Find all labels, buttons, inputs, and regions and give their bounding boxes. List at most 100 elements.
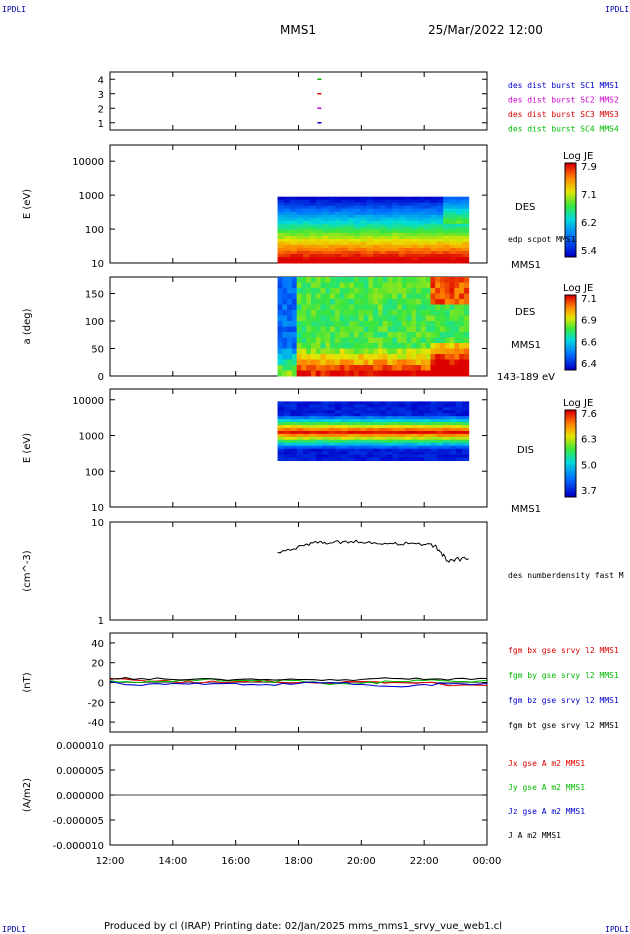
des-pitch-cell (282, 315, 288, 322)
des-pitch-cell (334, 304, 341, 311)
dis-energy-cell (462, 430, 470, 435)
colorbar-cell (565, 188, 576, 192)
des-energy-cell (411, 238, 419, 243)
des-energy-cell (385, 259, 393, 264)
dis-energy-cell (366, 433, 374, 438)
des-pitch-cell (387, 288, 393, 294)
colorbar-cell (565, 340, 576, 343)
dis-energy-cell (392, 436, 400, 441)
dis-energy-y-tick-label: 10000 (72, 396, 104, 407)
des-pitch-cell (301, 359, 307, 366)
colorbar-tick-label: 6.3 (581, 435, 597, 446)
des-pitch-cell (358, 337, 365, 344)
dis-energy-cell (334, 430, 342, 435)
des-energy-cell (341, 220, 349, 225)
dis-energy-cell (417, 430, 425, 435)
des-pitch-cell (454, 321, 460, 327)
des-pitch-cell (420, 343, 427, 349)
dis-energy-cell (379, 410, 387, 414)
dis-energy-cell (277, 430, 285, 435)
colorbar-cell (565, 177, 576, 180)
des-pitch-cell (459, 315, 465, 322)
des-energy-cell (411, 229, 419, 234)
des-pitch-cell (397, 348, 403, 355)
des-pitch-cell (463, 354, 470, 360)
x-tick-label: 14:00 (158, 856, 187, 867)
dis-energy-cell (354, 410, 361, 414)
des-pitch-cell (330, 321, 336, 327)
des-pitch-cell (397, 359, 403, 366)
des-pitch-cell (277, 277, 283, 283)
dis-energy-cell (430, 416, 438, 420)
dis-energy-y-tick-label: 100 (85, 467, 104, 478)
des-pitch-cell (325, 293, 331, 300)
des-pitch-cell (358, 332, 365, 338)
dis-energy-cell (360, 422, 368, 426)
des-energy-cell (379, 199, 387, 204)
des-energy-cell (322, 244, 330, 249)
colorbar-cell (565, 412, 576, 415)
des-energy-cell (411, 247, 419, 252)
des-pitch-cell (444, 293, 451, 300)
dis-energy-cell (455, 401, 463, 405)
des-pitch-cell (311, 310, 317, 316)
des-pitch-cell (444, 315, 451, 322)
des-energy-cell (436, 229, 444, 234)
des-energy-cell (436, 202, 444, 207)
dis-energy-cell (411, 442, 419, 447)
dis-energy-cell (277, 433, 285, 438)
des-pitch-cell (311, 315, 317, 322)
dis-energy-cell (283, 454, 291, 459)
dis-energy-cell (341, 457, 349, 461)
des-energy-cell (277, 253, 285, 258)
des-pitch-cell (311, 326, 317, 333)
dis-energy-cell (341, 407, 349, 411)
des-pitch-cell (387, 299, 393, 305)
dis-energy-cell (347, 419, 355, 423)
des-pitch-cell (287, 359, 293, 366)
des-energy-cell (303, 250, 310, 255)
des-pitch-cell (349, 315, 355, 322)
des-pitch-cell (287, 343, 293, 349)
des-pitch-cell (382, 332, 388, 338)
des-pitch-cell (449, 354, 455, 360)
dis-energy-cell (277, 410, 285, 414)
des-pitch-cell (463, 277, 470, 283)
dis-energy-cell (455, 448, 463, 453)
dis-energy-cell (309, 410, 317, 414)
des-energy-cell (411, 232, 419, 237)
des-energy-cell (411, 256, 419, 261)
des-energy-cell (290, 253, 298, 258)
des-pitch-cell (377, 365, 384, 371)
dis-energy-cell (354, 442, 361, 447)
des-energy-cell (398, 217, 406, 222)
des-pitch-cell (397, 365, 403, 371)
des-energy-cell (360, 199, 368, 204)
des-pitch-cell (373, 370, 379, 377)
dis-energy-cell (296, 433, 304, 438)
des-energy-cell (303, 208, 310, 213)
dis-energy-cell (443, 448, 451, 453)
des-energy-cell (443, 217, 451, 222)
dis-energy-cell (290, 433, 298, 438)
des-pitch-cell (406, 310, 412, 316)
colorbar-cell (565, 358, 576, 362)
des-pitch-cell (420, 277, 427, 283)
colorbar-cell (565, 200, 576, 204)
dis-energy-cell (366, 413, 374, 417)
des-pitch-cell (287, 326, 293, 333)
des-pitch-cell (440, 315, 446, 322)
des-energy-cell (315, 208, 323, 213)
des-energy-cell (296, 202, 304, 207)
des-pitch-cell (277, 299, 283, 305)
des-pitch-cell (330, 343, 336, 349)
des-energy-cell (462, 235, 470, 240)
colorbar-tick-label: 6.6 (581, 337, 597, 348)
des-energy-cell (366, 205, 374, 210)
des-pitch-cell (296, 304, 302, 311)
des-energy-cell (354, 211, 361, 216)
des-pitch-cell (368, 315, 374, 322)
dis-energy-cell (366, 442, 374, 447)
des-energy-cell (354, 244, 361, 249)
des-pitch-cell (334, 365, 341, 371)
